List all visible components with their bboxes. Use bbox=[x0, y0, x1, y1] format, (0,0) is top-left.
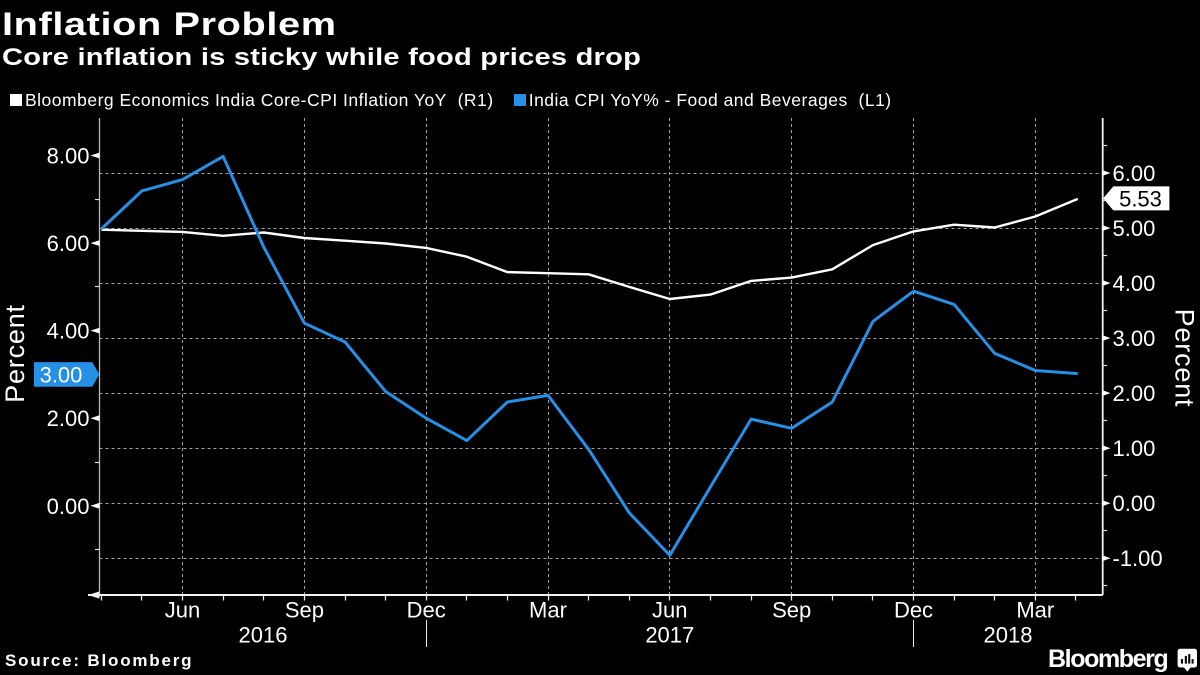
svg-text:Dec: Dec bbox=[407, 598, 446, 623]
svg-text:2.00: 2.00 bbox=[1113, 381, 1156, 406]
svg-text:1.00: 1.00 bbox=[1113, 436, 1156, 461]
svg-text:4.00: 4.00 bbox=[1113, 271, 1156, 296]
svg-text:8.00: 8.00 bbox=[47, 144, 90, 169]
svg-text:Jun: Jun bbox=[165, 598, 200, 623]
svg-text:5.53: 5.53 bbox=[1119, 186, 1162, 211]
svg-text:Percent: Percent bbox=[0, 304, 30, 403]
svg-text:Mar: Mar bbox=[1016, 598, 1054, 623]
svg-text:0.00: 0.00 bbox=[47, 494, 90, 519]
svg-text:Sep: Sep bbox=[285, 598, 324, 623]
svg-text:Dec: Dec bbox=[894, 598, 933, 623]
svg-text:2016: 2016 bbox=[239, 623, 288, 648]
svg-text:Jun: Jun bbox=[652, 598, 687, 623]
svg-text:4.00: 4.00 bbox=[47, 319, 90, 344]
svg-text:2017: 2017 bbox=[645, 623, 694, 648]
svg-text:2018: 2018 bbox=[984, 623, 1033, 648]
svg-text:Sep: Sep bbox=[772, 598, 811, 623]
svg-text:6.00: 6.00 bbox=[47, 231, 90, 256]
svg-text:5.00: 5.00 bbox=[1113, 216, 1156, 241]
svg-text:3.00: 3.00 bbox=[1113, 326, 1156, 351]
svg-text:6.00: 6.00 bbox=[1113, 161, 1156, 186]
svg-text:0.00: 0.00 bbox=[1113, 491, 1156, 516]
svg-text:3.00: 3.00 bbox=[40, 362, 83, 387]
svg-text:2.00: 2.00 bbox=[47, 406, 90, 431]
svg-text:Mar: Mar bbox=[529, 598, 567, 623]
svg-text:Percent: Percent bbox=[1170, 309, 1200, 408]
svg-text:-1.00: -1.00 bbox=[1113, 546, 1163, 571]
